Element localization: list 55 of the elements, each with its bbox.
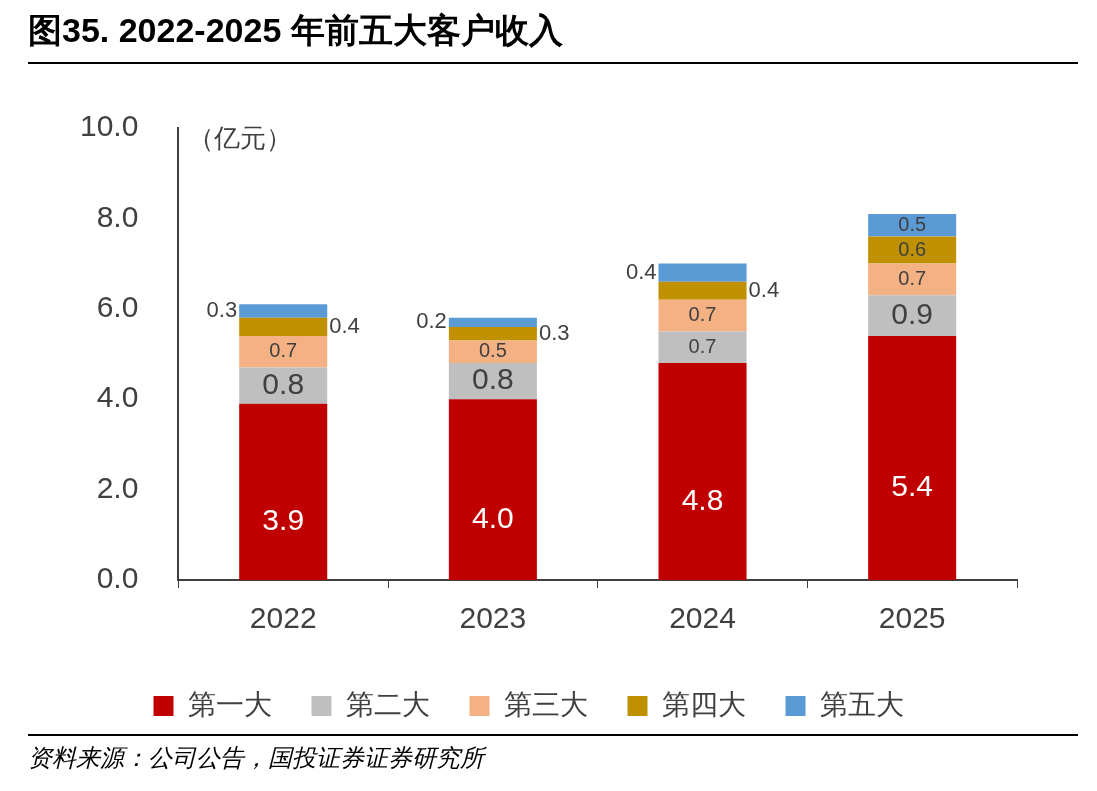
y-tick-label: 2.0 — [96, 470, 139, 504]
y-tick-label: 4.0 — [96, 380, 139, 414]
data-label: 0.3 — [538, 319, 570, 345]
bar — [239, 335, 328, 368]
data-label: 0.9 — [891, 296, 934, 330]
data-label: 3.9 — [262, 503, 305, 537]
data-label: 0.7 — [269, 339, 298, 362]
legend-label: 第四大 — [661, 688, 746, 720]
data-label: 0.4 — [748, 276, 780, 302]
y-tick-label: 8.0 — [96, 199, 139, 233]
data-label: 4.8 — [681, 482, 724, 516]
bar — [868, 335, 957, 580]
bar — [239, 304, 328, 318]
data-label: 0.5 — [478, 339, 507, 362]
data-label: 0.8 — [472, 362, 514, 396]
legend-label: 第二大 — [345, 688, 430, 720]
legend-label: 第一大 — [187, 688, 272, 720]
data-label: 0.7 — [898, 266, 927, 289]
data-label: 5.4 — [891, 469, 934, 503]
x-tick-label: 2025 — [878, 601, 946, 635]
bar — [448, 399, 537, 580]
y-tick-label: 6.0 — [96, 290, 139, 324]
data-label: 0.7 — [688, 303, 717, 326]
data-label: 0.4 — [329, 312, 360, 338]
text: 资料来源：公司公告，国投证券证券研究所 — [28, 734, 1078, 774]
bar — [239, 317, 328, 336]
bar — [239, 403, 328, 580]
bar — [658, 363, 747, 580]
bar — [658, 331, 747, 364]
bar — [658, 263, 747, 282]
data-label: 0.5 — [898, 212, 927, 235]
x-tick-label: 2024 — [669, 601, 736, 635]
data-label: 0.7 — [688, 334, 717, 357]
bar — [868, 263, 957, 296]
data-label: 0.6 — [898, 237, 927, 260]
bar — [658, 299, 747, 332]
x-tick-label: 2022 — [249, 601, 317, 635]
data-label: 0.3 — [206, 297, 238, 323]
data-label: 0.4 — [625, 258, 657, 284]
bar — [868, 236, 957, 264]
bar — [448, 340, 537, 364]
y-tick-label: 10.0 — [80, 109, 139, 143]
legend-label: 第五大 — [819, 688, 904, 720]
bar — [868, 295, 957, 336]
data-label: 0.2 — [416, 308, 447, 334]
data-label: 0.8 — [262, 366, 305, 400]
bar — [658, 281, 747, 300]
y-axis-title: （亿元） — [188, 123, 293, 154]
x-tick-label: 2023 — [459, 601, 527, 635]
y-tick-label: 0.0 — [96, 561, 139, 595]
chart-title: 图35. 2022-2025 年前五大客户收入 — [28, 8, 1078, 64]
legend-label: 第三大 — [503, 688, 588, 720]
bar — [448, 326, 537, 341]
data-label: 4.0 — [472, 500, 514, 534]
bar — [448, 317, 537, 327]
